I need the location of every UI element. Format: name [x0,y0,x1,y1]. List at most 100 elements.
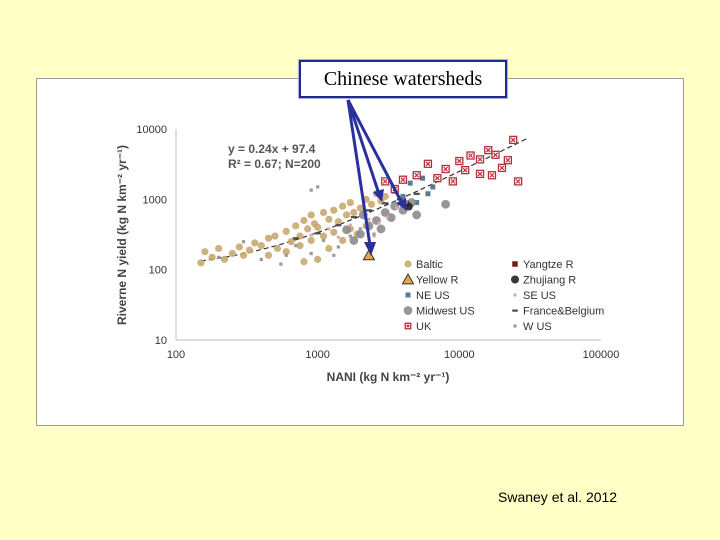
data-point [264,251,273,259]
legend-label: UK [416,321,432,333]
data-point [372,232,376,236]
data-point [336,245,340,249]
y-tick-label: 100 [149,265,167,277]
data-point [208,253,216,261]
x-tick-label: 10000 [444,349,475,361]
data-point [381,192,389,201]
data-point [282,248,290,256]
marker-cross [510,137,516,143]
data-point [484,146,493,155]
legend-marker [511,275,519,284]
legend-marker [513,293,517,297]
data-point [386,213,396,222]
data-point [377,221,381,225]
data-point [398,175,408,184]
callout-arrow [346,99,382,198]
data-point [491,150,500,159]
data-point [336,235,340,239]
arrowhead [396,198,407,211]
data-point [475,169,485,179]
marker-cross [505,157,511,163]
legend-label: SE US [523,290,556,302]
data-point [348,223,352,227]
data-point [197,259,205,267]
legend-marker [512,309,518,312]
data-point [316,185,320,189]
data-point [497,163,507,173]
data-point [215,244,223,253]
data-point [309,251,313,256]
data-point [259,257,263,261]
data-point [380,208,390,217]
x-tick-label: 100 [167,349,185,361]
data-point [292,237,299,240]
data-point [414,200,420,206]
marker-cross [443,166,449,172]
data-point [273,244,282,253]
marker-cross [414,172,420,178]
data-point [296,241,304,250]
data-point [487,171,497,180]
data-point [201,248,209,256]
data-point [400,193,406,199]
legend-label: W US [523,321,552,333]
data-point [309,233,313,237]
data-point [475,155,485,164]
data-point [325,215,333,223]
data-point [455,156,464,166]
data-point [423,159,433,168]
y-axis-title: Riverne N yield (kg N km⁻² yr⁻¹) [115,145,129,325]
data-point [358,227,362,231]
legend-marker [512,261,518,267]
data-point [350,208,358,217]
data-point [466,151,475,160]
data-point [321,238,326,243]
callout-arrow [346,99,373,253]
data-point [412,210,422,220]
x-tick-label: 100000 [583,349,620,361]
data-point [342,225,351,235]
x-axis-title: NANI (kg N km⁻² yr⁻¹) [327,370,450,384]
data-point [257,241,265,250]
data-point [332,253,336,257]
plot-background [176,129,601,340]
data-point [287,238,295,246]
marker-cross [499,165,505,171]
data-point [448,177,458,186]
marker-cross [425,161,431,167]
data-point [342,211,351,219]
data-point [327,227,331,231]
legend-label: Baltic [416,259,443,271]
legend-label: Midwest US [416,306,475,318]
data-point [381,177,390,186]
data-point [300,258,308,266]
data-point [404,202,413,211]
x-tick-labels: 100 1000 10000 100000 [167,349,620,361]
data-point [350,216,357,219]
legend-label: Yellow R [416,275,458,287]
legend-marker [401,272,415,285]
data-point [325,244,333,253]
equation-line-1: y = 0.24x + 97.4 [228,142,316,156]
data-point [314,255,322,263]
data-point [335,224,342,227]
legend-label: Yangtze R [523,259,574,271]
data-point [319,208,328,217]
data-point [271,232,279,240]
data-point [330,206,338,214]
data-point [376,224,386,234]
data-point [239,251,248,259]
arrowhead [364,242,376,256]
data-point [330,228,338,236]
data-point [228,249,236,258]
data-point [461,165,470,175]
data-point [355,229,365,239]
data-point [282,227,290,236]
legend-marker [404,260,412,268]
marker-cross [468,153,473,158]
data-point [349,236,359,245]
data-point [433,174,442,183]
data-point [220,255,229,263]
data-point [503,156,512,165]
